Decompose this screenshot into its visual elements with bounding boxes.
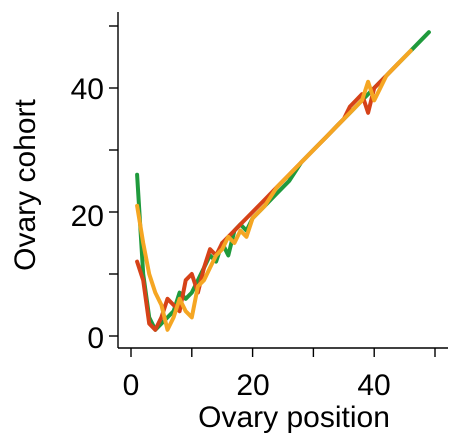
axis-ticks xyxy=(109,25,436,357)
series-line-3 xyxy=(135,48,413,332)
y-axis-label: Ovary cohort xyxy=(9,98,42,270)
plot-area xyxy=(109,12,448,357)
y-tick-label-20: 20 xyxy=(71,200,104,233)
x-axis-label: Ovary position xyxy=(198,401,390,434)
x-tick-label-40: 40 xyxy=(357,369,390,402)
y-tick-label-40: 40 xyxy=(71,73,104,106)
x-tick-label-20: 20 xyxy=(236,369,269,402)
series-layer xyxy=(135,30,431,332)
series-line-2 xyxy=(135,61,401,332)
y-tick-label-0: 0 xyxy=(87,322,104,355)
x-tick-label-0: 0 xyxy=(123,369,140,402)
